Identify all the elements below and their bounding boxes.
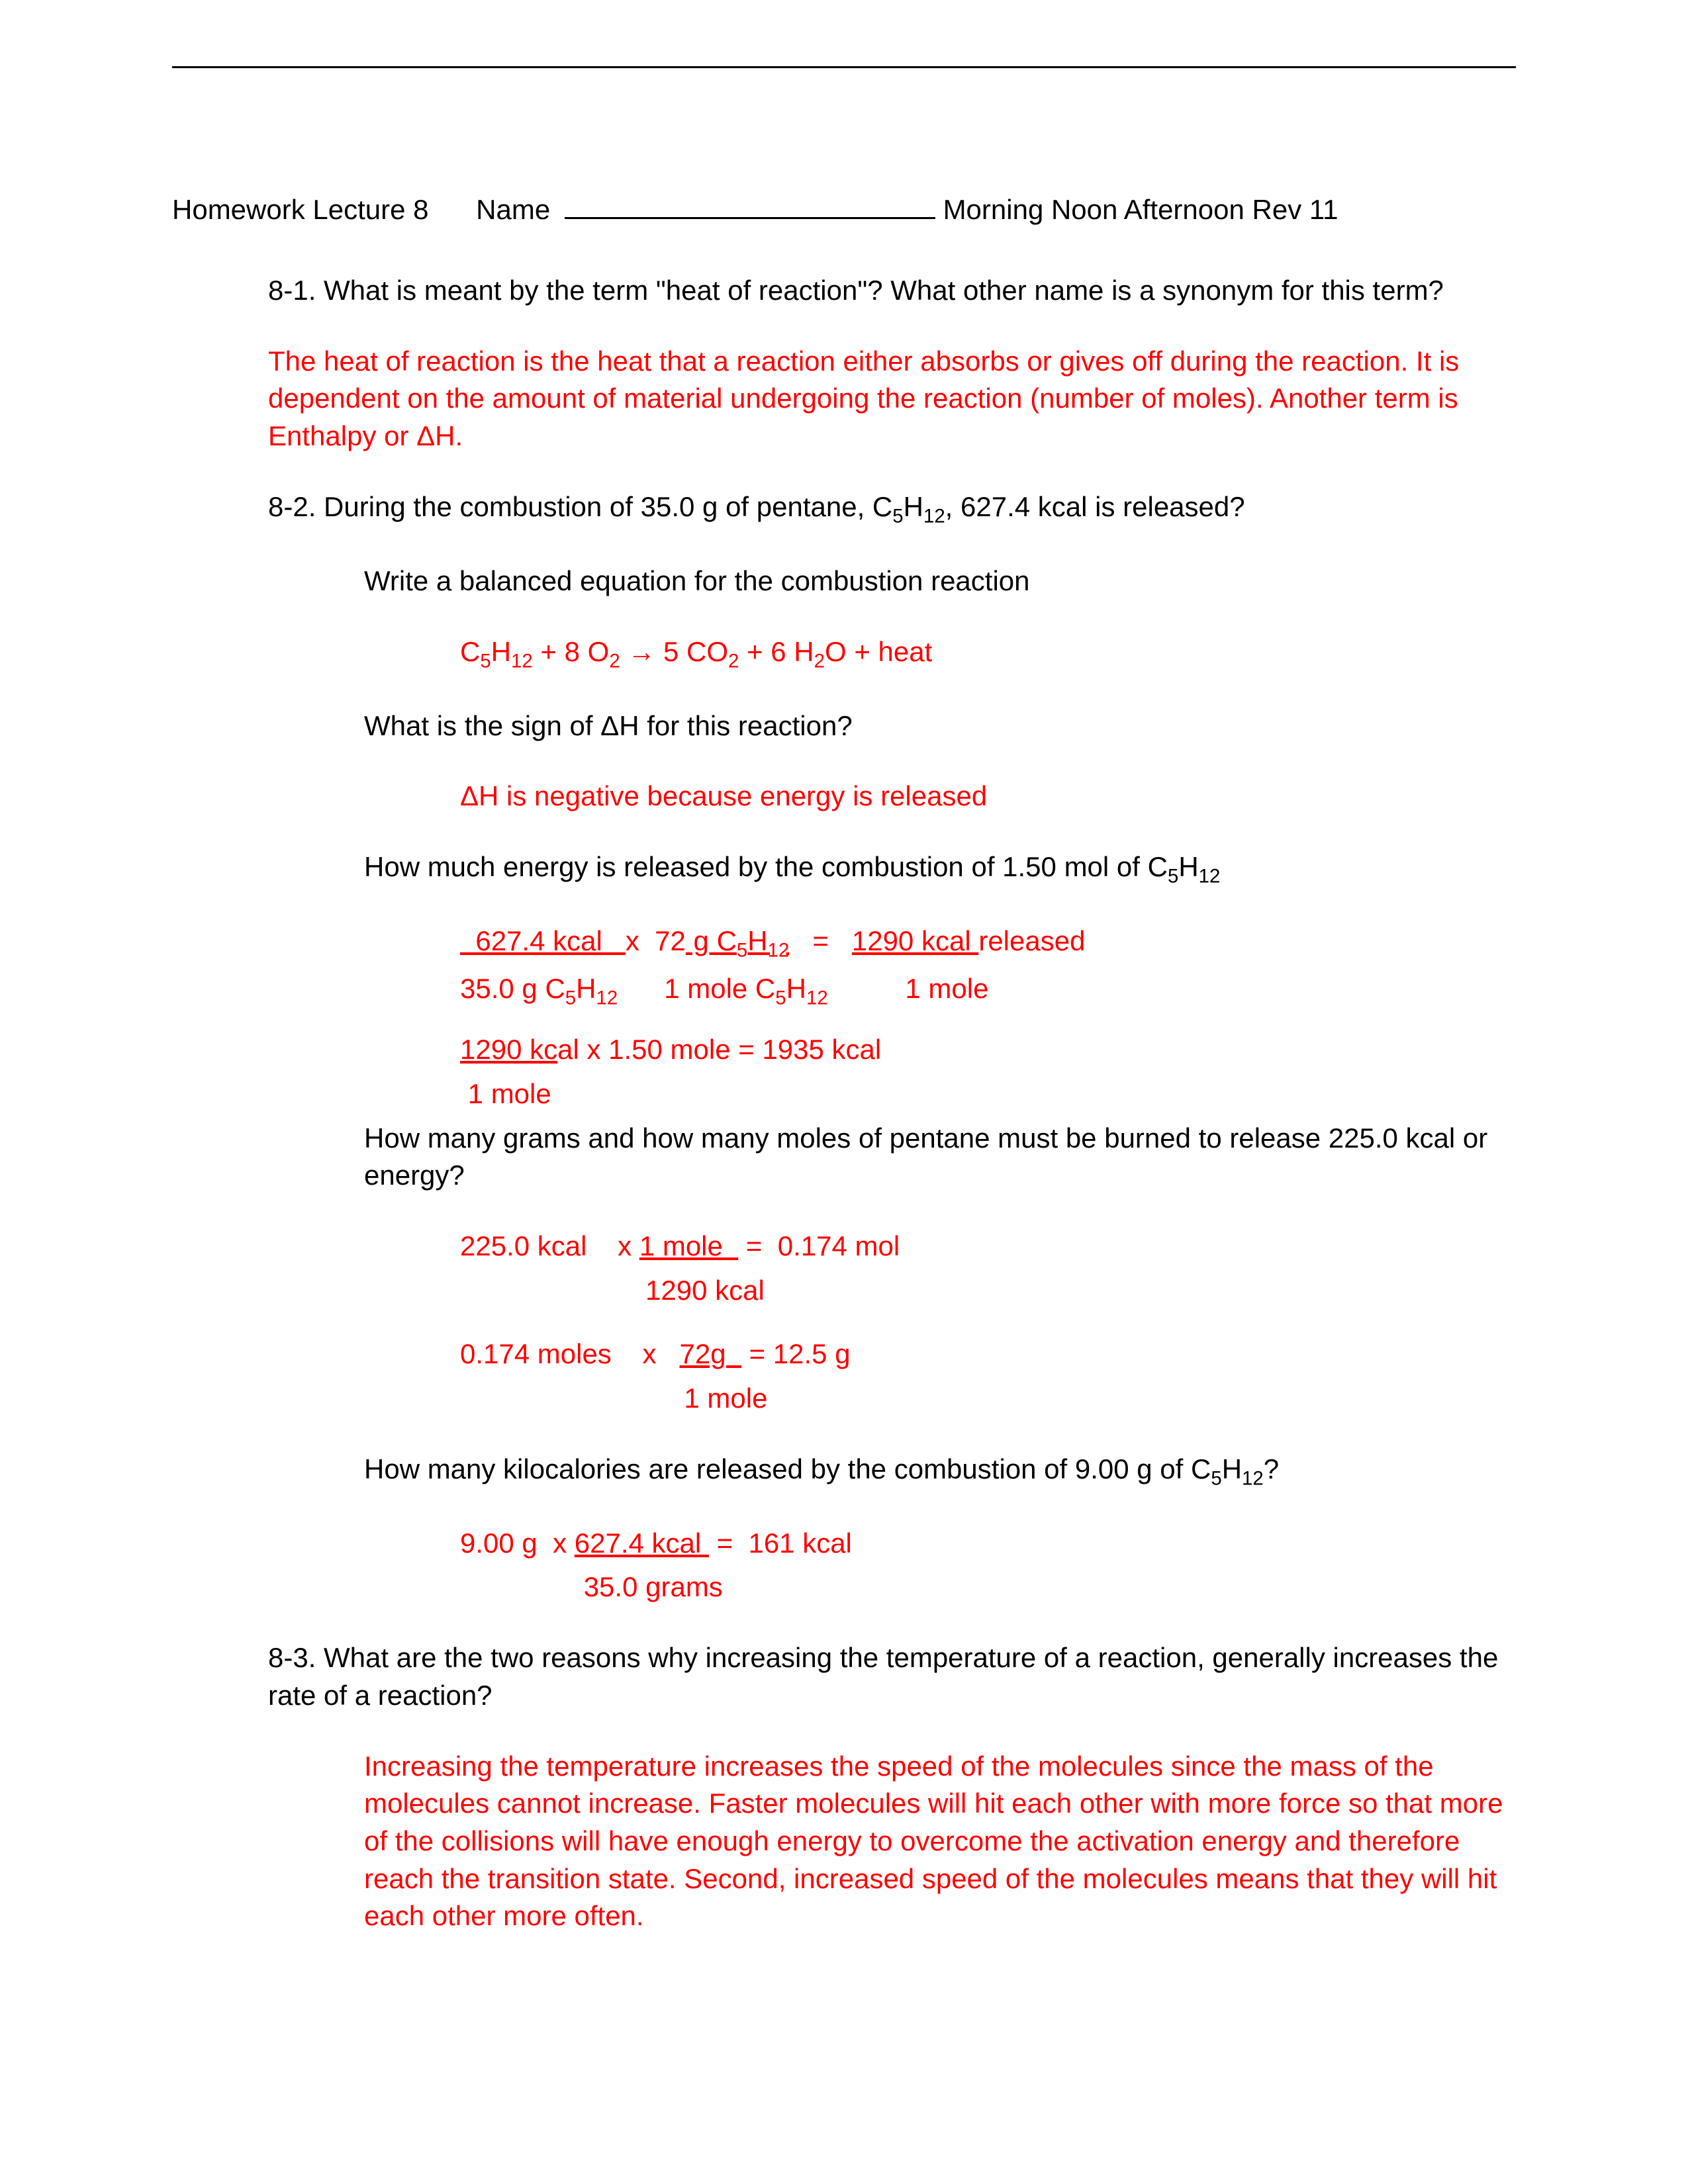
text: H — [786, 973, 806, 1004]
text: H — [491, 636, 511, 667]
text: = 0.174 mol — [738, 1230, 900, 1261]
q8-2a-prompt: Write a balanced equation for the combus… — [364, 563, 1516, 600]
text: How much energy is released by the combu… — [364, 851, 1168, 882]
text: + 8 O — [533, 636, 610, 667]
sub: 2 — [814, 650, 825, 672]
u: 1290 kcal — [852, 925, 978, 956]
text: H — [1222, 1453, 1242, 1484]
q8-2d-calc-line4: 1 mole — [460, 1380, 1516, 1418]
q8-2e-calc-line2: 35.0 grams — [460, 1569, 1516, 1606]
q8-2c-calc-line2: 35.0 g C5H12 1 mole C5H12 1 mole — [460, 970, 1516, 1011]
sub: 12 — [806, 987, 828, 1009]
q8-2e-calc-line1: 9.00 g x 627.4 kcal = 161 kcal — [460, 1525, 1516, 1563]
sub: 5 — [775, 987, 786, 1009]
text: O + heat — [825, 636, 932, 667]
sub: 5 — [737, 939, 747, 961]
text: H — [1178, 851, 1198, 882]
text: ? — [1264, 1453, 1279, 1484]
u: 1290 kc — [460, 1034, 557, 1065]
u: 627.4 kcal — [575, 1527, 709, 1559]
text: = 161 kcal — [709, 1527, 852, 1559]
text: + 6 H — [739, 636, 814, 667]
sub: 5 — [892, 505, 903, 527]
text: released — [978, 925, 1085, 956]
q8-3-prompt: 8-3. What are the two reasons why increa… — [268, 1639, 1516, 1714]
text: 9.00 g x — [460, 1527, 575, 1559]
page: Homework Lecture 8 Name Morning Noon Aft… — [0, 0, 1688, 2184]
q8-2b-answer: ΔH is negative because energy is release… — [460, 778, 1516, 815]
q8-2c-prompt: How much energy is released by the combu… — [364, 848, 1516, 889]
text: 0.174 moles x — [460, 1338, 680, 1369]
q8-3-answer: Increasing the temperature increases the… — [364, 1748, 1516, 1935]
text: g C — [686, 925, 737, 956]
q8-2-prompt: 8-2. During the combustion of 35.0 g of … — [268, 488, 1516, 529]
u: g C5H12 — [686, 925, 789, 956]
sub: 5 — [565, 987, 576, 1009]
sub: 5 — [480, 650, 491, 672]
sub: 12 — [923, 505, 945, 527]
q8-2b-prompt: What is the sign of ΔH for this reaction… — [364, 707, 1516, 745]
text: 8-2. During the combustion of 35.0 g of … — [268, 491, 892, 522]
text: C — [460, 636, 480, 667]
body: 8-1. What is meant by the term "heat of … — [172, 272, 1516, 1935]
q8-2c-calc-line1: 627.4 kcal x 72 g C5H12 = 1290 kcal rele… — [460, 923, 1516, 964]
header-session: Morning Noon Afternoon Rev 11 — [943, 194, 1338, 226]
header-title: Homework Lecture 8 — [172, 194, 429, 226]
sub: 12 — [768, 939, 790, 961]
text: 1 mole C — [618, 973, 775, 1004]
text: 225.0 kcal x — [460, 1230, 639, 1261]
name-label: Name — [476, 194, 550, 226]
sub: 12 — [1242, 1467, 1264, 1489]
text: How many kilocalories are released by th… — [364, 1453, 1211, 1484]
text: x 72 — [626, 925, 686, 956]
header-line: Homework Lecture 8 Name Morning Noon Aft… — [172, 194, 1516, 226]
q8-2c-calc-line3: 1290 kcal x 1.50 mole = 1935 kcal — [460, 1031, 1516, 1069]
sub: 12 — [511, 650, 533, 672]
q8-2d-calc-line2: 1290 kcal — [460, 1272, 1516, 1310]
q8-2e-prompt: How many kilocalories are released by th… — [364, 1451, 1516, 1492]
u: 627.4 kcal — [460, 925, 626, 956]
header-rule — [172, 66, 1516, 68]
u: 1 mole — [639, 1230, 738, 1261]
sub: 2 — [728, 650, 739, 672]
text: al x 1.50 mole = 1935 kcal — [557, 1034, 881, 1065]
text: → 5 CO — [620, 636, 728, 667]
text: , 627.4 kcal is released? — [945, 491, 1245, 522]
q8-2d-prompt: How many grams and how many moles of pen… — [364, 1120, 1516, 1195]
name-blank[interactable] — [565, 217, 935, 219]
text: = — [789, 925, 852, 956]
text: 35.0 g C — [460, 973, 565, 1004]
u: 72g — [680, 1338, 741, 1369]
q8-1-answer: The heat of reaction is the heat that a … — [268, 343, 1516, 455]
q8-1-prompt: 8-1. What is meant by the term "heat of … — [268, 272, 1516, 310]
q8-2c-calc-line4: 1 mole — [460, 1075, 1516, 1113]
text: 1 mole — [828, 973, 989, 1004]
q8-2a-equation: C5H12 + 8 O2 → 5 CO2 + 6 H2O + heat — [460, 633, 1516, 674]
sub: 12 — [1199, 865, 1221, 887]
q8-2d-calc-line1: 225.0 kcal x 1 mole = 0.174 mol — [460, 1228, 1516, 1265]
text: H — [747, 925, 767, 956]
sub: 5 — [1211, 1467, 1221, 1489]
sub: 5 — [1168, 865, 1178, 887]
text: = 12.5 g — [741, 1338, 851, 1369]
text: H — [904, 491, 923, 522]
q8-2d-calc-line3: 0.174 moles x 72g = 12.5 g — [460, 1336, 1516, 1373]
sub: 12 — [596, 987, 618, 1009]
text: H — [576, 973, 596, 1004]
sub: 2 — [609, 650, 620, 672]
